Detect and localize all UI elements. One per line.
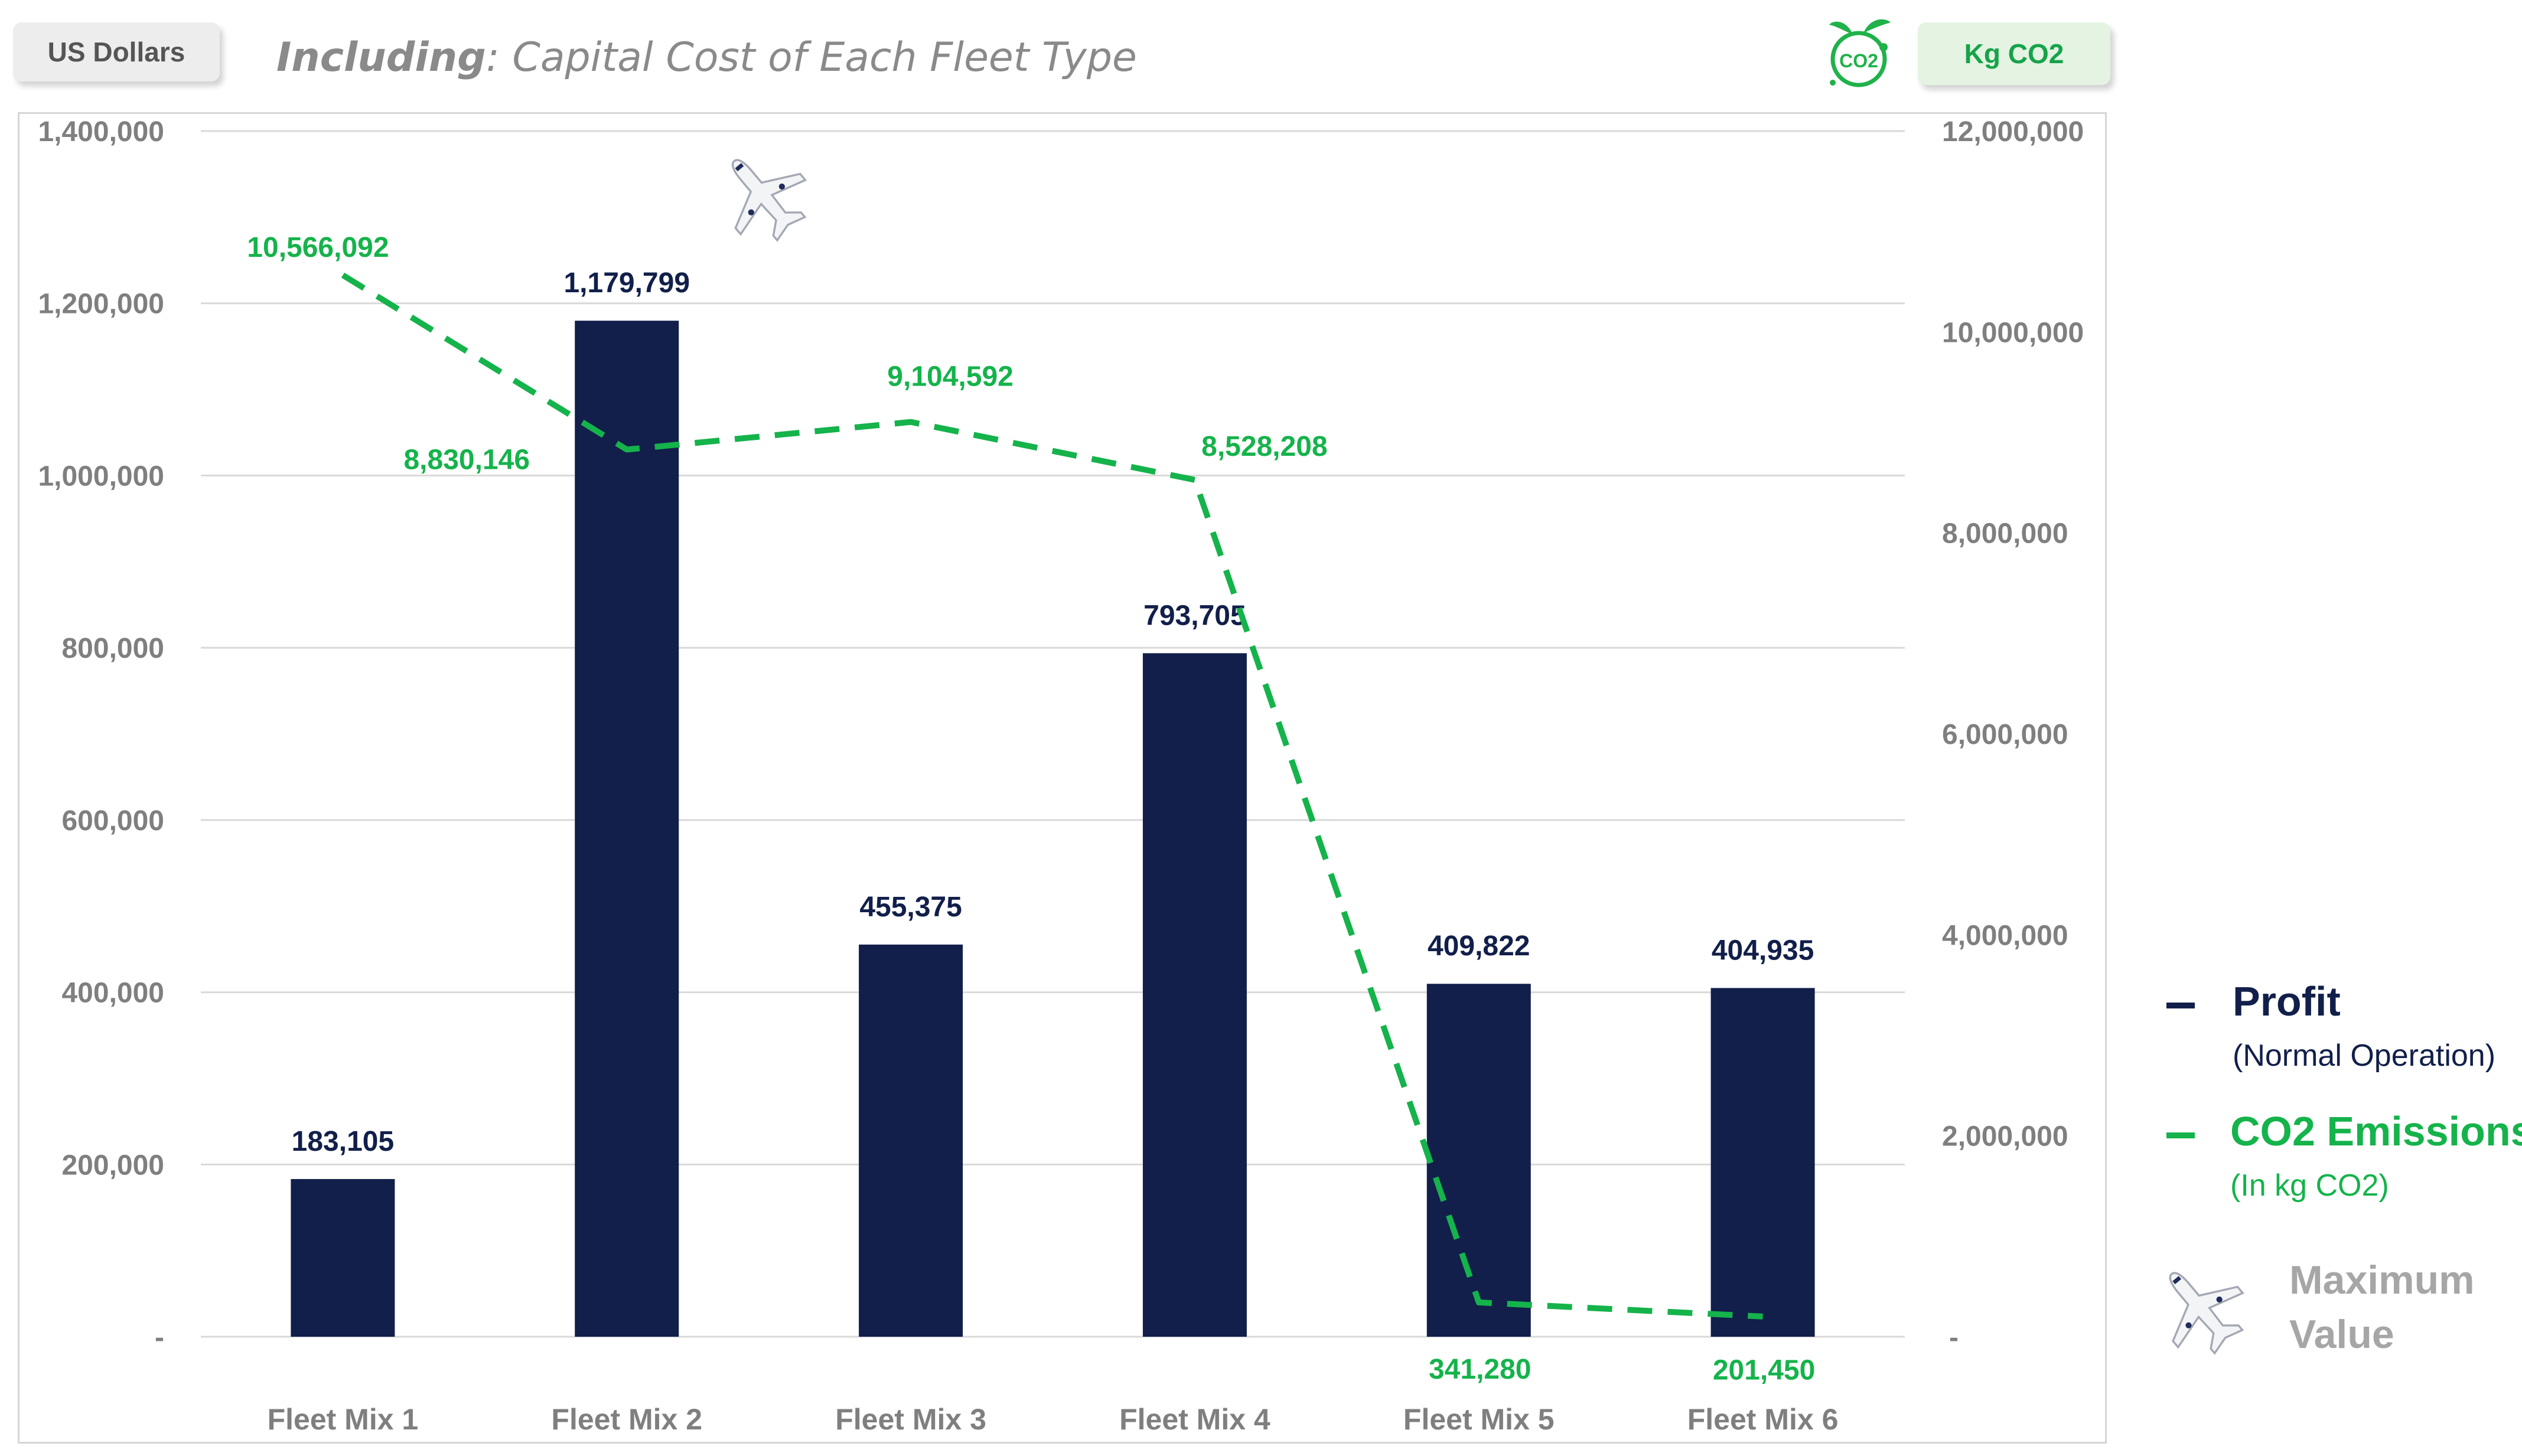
co2-data-label: 201,450 <box>1713 1355 1816 1386</box>
left-axis-tick-label: - <box>155 1322 164 1353</box>
profit-data-label: 409,822 <box>1428 931 1530 962</box>
left-axis-tick-label: 1,200,000 <box>38 289 164 320</box>
co2-legend-title: CO2 Emissions <box>2230 1108 2522 1154</box>
category-label: Fleet Mix 5 <box>1403 1403 1555 1436</box>
profit-bar <box>1142 653 1247 1337</box>
right-axis-tick-label: 12,000,000 <box>1942 116 2084 148</box>
co2-data-label: 8,830,146 <box>403 444 530 475</box>
profit-data-label: 455,375 <box>859 892 962 923</box>
profit-data-label: 1,179,799 <box>563 267 690 299</box>
right-axis-tick-label: - <box>1949 1322 1959 1353</box>
co2-data-label: 10,566,092 <box>247 232 389 263</box>
category-label: Fleet Mix 4 <box>1119 1403 1270 1436</box>
subtitle-emphasis: Including <box>276 34 486 81</box>
category-label: Fleet Mix 6 <box>1687 1403 1839 1436</box>
co2-legend-swatch <box>2166 1132 2195 1138</box>
chart-subtitle: Including: Capital Cost of Each Fleet Ty… <box>276 34 1137 81</box>
category-label: Fleet Mix 3 <box>835 1403 986 1436</box>
left-axis-tick-label: 800,000 <box>61 633 164 664</box>
right-axis-tick-label: 4,000,000 <box>1942 920 2068 951</box>
max-label-line1: Maximum <box>2289 1258 2475 1302</box>
left-axis-tick-label: 600,000 <box>61 805 164 837</box>
left-axis-tick-label: 1,400,000 <box>38 116 164 148</box>
profit-data-label: 404,935 <box>1712 935 1814 966</box>
co2-data-label: 8,528,208 <box>1201 431 1328 462</box>
profit-legend-swatch <box>2166 1003 2195 1008</box>
co2-icon-text: CO2 <box>1839 50 1878 71</box>
currency-unit-chip: US Dollars <box>13 22 220 81</box>
right-axis-tick-label: 2,000,000 <box>1942 1121 2068 1153</box>
co2-legend-subtitle: (In kg CO2) <box>2230 1168 2389 1203</box>
max-value-legend-label: Maximum Value <box>2289 1253 2514 1362</box>
category-label: Fleet Mix 1 <box>268 1403 419 1436</box>
chart-frame <box>18 112 2107 1444</box>
airplane-legend-icon <box>2169 1272 2244 1355</box>
co2-leaf-icon: CO2 <box>1829 19 1891 87</box>
right-axis-tick-label: 6,000,000 <box>1942 719 2068 750</box>
max-value-airplane-icon <box>731 159 807 242</box>
emissions-unit-chip: Kg CO2 <box>1918 22 2110 85</box>
right-axis-tick-label: 8,000,000 <box>1942 518 2068 550</box>
right-axis-tick-label: 10,000,000 <box>1942 317 2084 348</box>
subtitle-text: : Capital Cost of Each Fleet Type <box>485 34 1137 81</box>
profit-legend-subtitle: (Normal Operation) <box>2233 1039 2496 1073</box>
max-label-line2: Value <box>2289 1312 2394 1357</box>
profit-bar <box>1426 984 1531 1337</box>
co2-emissions-line <box>341 272 1763 1320</box>
left-axis-tick-label: 1,000,000 <box>38 461 164 492</box>
co2-data-label: 9,104,592 <box>887 361 1014 393</box>
left-axis-tick-label: 400,000 <box>61 978 164 1009</box>
profit-legend-title: Profit <box>2233 978 2341 1024</box>
left-axis-tick-label: 200,000 <box>61 1150 164 1181</box>
profit-bar <box>291 1178 395 1337</box>
profit-data-label: 793,705 <box>1143 600 1246 631</box>
profit-data-label: 183,105 <box>292 1126 395 1157</box>
co2-data-label: 341,280 <box>1429 1354 1532 1385</box>
category-label: Fleet Mix 2 <box>551 1403 702 1436</box>
profit-bar <box>859 944 963 1337</box>
profit-bar <box>1710 988 1815 1337</box>
profit-bar <box>575 321 679 1337</box>
